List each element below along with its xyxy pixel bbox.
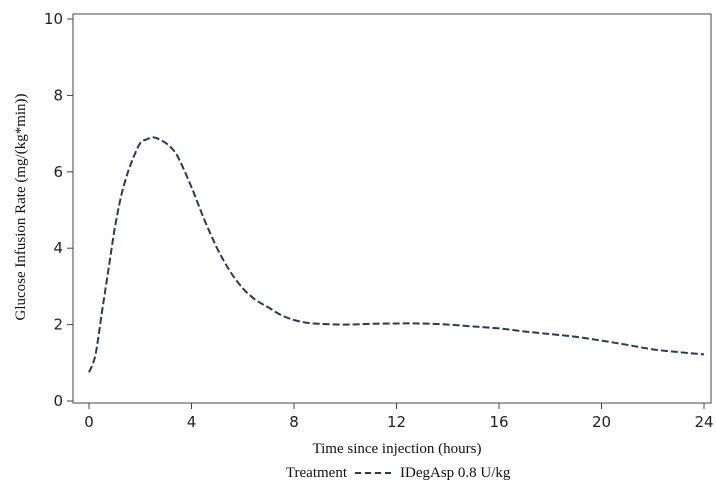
x-tick-label: 16 [489,413,508,431]
legend: Treatment IDegAsp 0.8 U/kg [286,465,511,481]
series-line [88,136,705,373]
y-tick-label: 8 [53,86,63,104]
x-axis-title: Time since injection (hours) [312,441,481,457]
x-tick-label: 4 [187,413,197,431]
y-tick-label: 4 [53,239,63,257]
legend-entry: IDegAsp 0.8 U/kg [400,465,511,481]
legend-title: Treatment [286,465,348,481]
y-axis-title: Glucose Infusion Rate (mg/(kg*min)) [13,93,29,320]
x-tick-label: 0 [84,413,94,431]
x-tick-label: 20 [592,413,611,431]
y-tick-label: 10 [44,10,63,28]
y-tick-label: 0 [53,392,63,410]
plot-area-frame [72,13,712,404]
x-tick-label: 8 [289,413,299,431]
x-tick-label: 24 [694,413,713,431]
x-tick-label: 12 [387,413,406,431]
y-tick-label: 6 [53,163,63,181]
y-tick-label: 2 [53,316,63,334]
